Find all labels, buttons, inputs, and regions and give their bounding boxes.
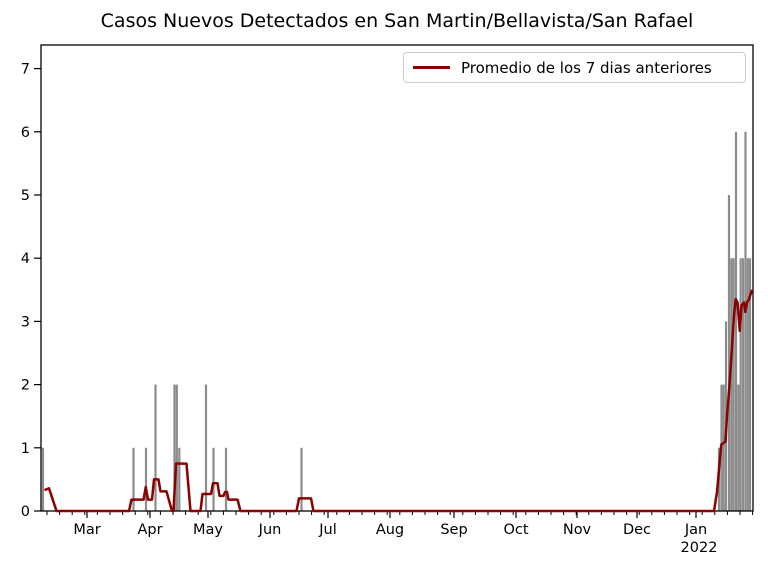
x-tick-label: Apr [137,522,162,538]
daily-cases-bar [144,447,148,511]
daily-cases-bar [224,447,228,511]
y-tick-label: 7 [21,62,30,78]
y-tick-label: 6 [21,125,30,141]
daily-cases-bar [132,447,135,511]
daily-cases-bar [739,258,742,511]
legend-label: Promedio de los 7 dias anteriores [461,58,712,77]
y-tick-label: 1 [21,441,30,457]
y-tick-label: 4 [21,251,30,267]
daily-cases-bar [212,447,215,511]
chart-title: Casos Nuevos Detectados en San Martin/Be… [100,10,694,32]
daily-cases-bar [732,258,735,511]
daily-cases-bar [175,384,178,511]
x-tick-label: Nov [563,522,592,538]
x-tick-label: Jul [318,522,337,538]
legend: Promedio de los 7 dias anteriores [403,52,746,83]
daily-cases-bar [746,258,749,511]
daily-cases-bar [744,131,747,512]
x-tick-label: Dec [623,522,651,538]
daily-cases-bar [173,384,176,511]
daily-cases-bar [727,195,731,511]
daily-cases-bar [730,258,733,511]
x-tick-label: Jan [684,522,707,538]
y-tick-label: 2 [21,378,30,394]
y-tick-label: 5 [21,188,30,204]
x-tick-year-label: 2022 [681,540,718,556]
daily-cases-bar [748,258,752,511]
daily-cases-bar [737,384,740,511]
x-tick-label: Oct [503,522,528,538]
x-tick-label: May [193,522,223,538]
daily-cases-bar [734,131,738,512]
average-line [44,289,754,513]
x-tick-label: Jun [258,522,282,538]
x-tick-label: Sep [440,522,467,538]
daily-cases-bar [722,384,725,511]
x-tick-label: Mar [73,522,100,538]
y-tick-label: 3 [21,314,30,330]
daily-cases-bar [41,447,45,511]
daily-cases-bar [741,258,745,511]
legend-line-sample [413,66,450,69]
x-tick-label: Aug [376,522,404,538]
axes-frame [40,44,754,512]
daily-cases-bar [178,447,181,511]
daily-cases-bar [154,384,157,511]
y-tick-label: 0 [21,504,30,520]
daily-cases-bar [204,384,208,511]
daily-cases-bar [300,447,303,511]
